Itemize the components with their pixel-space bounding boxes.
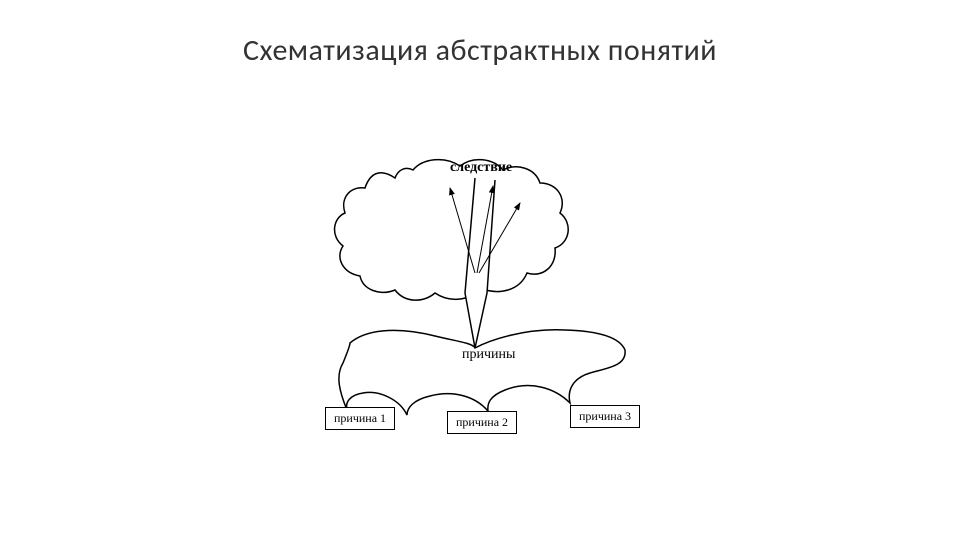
crown-shape (335, 160, 569, 301)
cause-box-2: причина 2 (447, 411, 517, 434)
roots-shape (339, 330, 625, 415)
page-title: Схематизация абстрактных понятий (0, 32, 960, 69)
consequence-label: следствие (450, 160, 512, 176)
cause-box-3: причина 3 (570, 405, 640, 428)
cause-effect-diagram: следствие причины причина 1 причина 2 пр… (295, 118, 695, 458)
cause-box-1: причина 1 (325, 407, 395, 430)
causes-group-label: причины (462, 347, 515, 363)
